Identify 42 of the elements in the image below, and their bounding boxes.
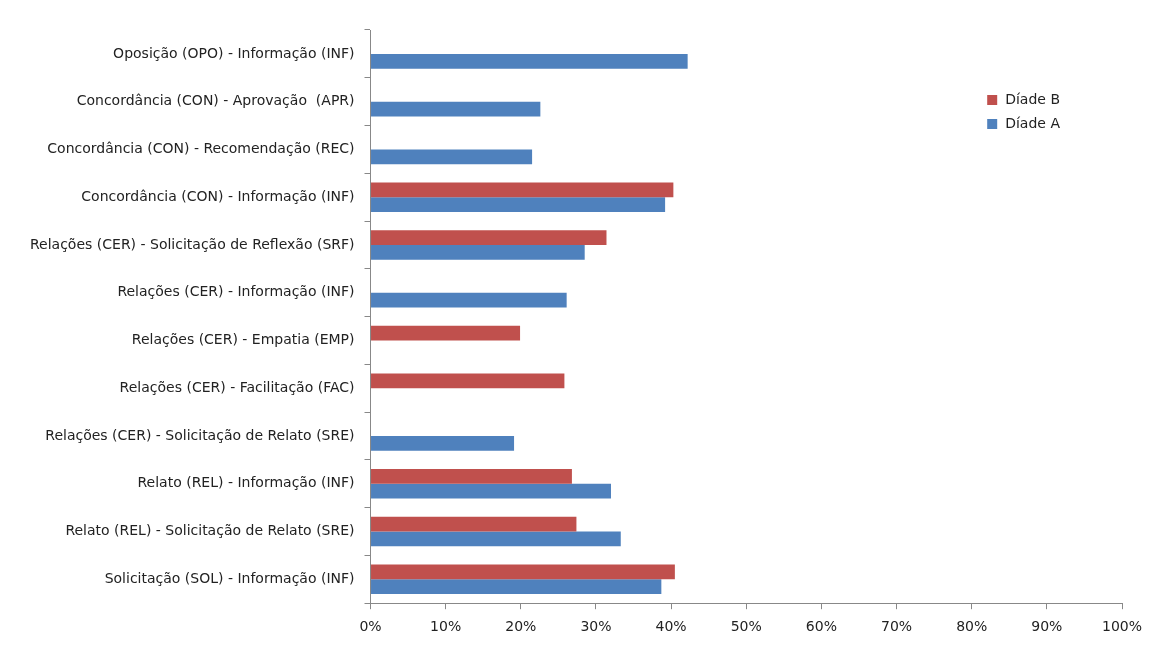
bar <box>371 436 515 451</box>
x-tick-label: 80% <box>956 618 988 635</box>
y-tick-label: Relações (CER) - Empatia (EMP) <box>131 331 355 348</box>
y-tick-label: Relato (REL) - Informação (INF) <box>137 474 355 491</box>
bar <box>371 149 533 165</box>
bar <box>371 468 572 484</box>
x-tick-label: 40% <box>655 618 687 635</box>
x-tick-label: 10% <box>430 618 462 635</box>
y-tick-label: Relações (CER) - Solicitação de Relato (SRE) <box>45 426 355 443</box>
y-tick-label: Concordância (CON) - Aprovação (APR) <box>76 92 355 109</box>
bar <box>371 101 541 117</box>
bar <box>371 182 674 198</box>
y-tick-label: Oposição (OPO) - Informação (INF) <box>113 44 355 61</box>
x-tick-label: 30% <box>580 618 612 635</box>
bar <box>371 244 585 260</box>
x-tick-label: 70% <box>880 618 913 635</box>
y-tick-label: Relações (CER) - Facilitação (FAC) <box>119 378 355 395</box>
legend-label: Díade A <box>1005 114 1061 131</box>
bar <box>371 483 611 499</box>
bar <box>371 531 621 547</box>
x-tick-label: 100% <box>1101 618 1143 635</box>
bar <box>371 230 607 245</box>
bar <box>371 53 688 69</box>
y-tick-label: Concordância (CON) - Recomendação (REC) <box>47 140 355 157</box>
x-tick-label: 50% <box>730 618 762 635</box>
x-tick-label: 0% <box>359 618 382 635</box>
y-tick-label: Relações (CER) - Solicitação de Reflexão (SRF) <box>29 235 355 252</box>
y-tick-label: Relações (CER) - Informação (INF) <box>117 283 355 300</box>
y-tick-label: Concordância (CON) - Informação (INF) <box>81 187 355 204</box>
legend-label: Díade B <box>1005 90 1061 107</box>
y-tick-label: Relato (REL) - Solicitação de Relato (SRE) <box>65 522 355 539</box>
x-tick-label: 20% <box>505 618 537 635</box>
bar <box>371 579 662 595</box>
bar <box>371 325 521 341</box>
bar <box>371 564 675 580</box>
bar <box>371 292 567 308</box>
x-tick-label: 90% <box>1031 618 1063 635</box>
x-tick-label: 60% <box>805 618 837 635</box>
y-tick-label: Solicitação (SOL) - Informação (INF) <box>104 569 355 586</box>
bar <box>371 373 565 389</box>
bar <box>371 197 666 212</box>
bar <box>371 516 577 532</box>
